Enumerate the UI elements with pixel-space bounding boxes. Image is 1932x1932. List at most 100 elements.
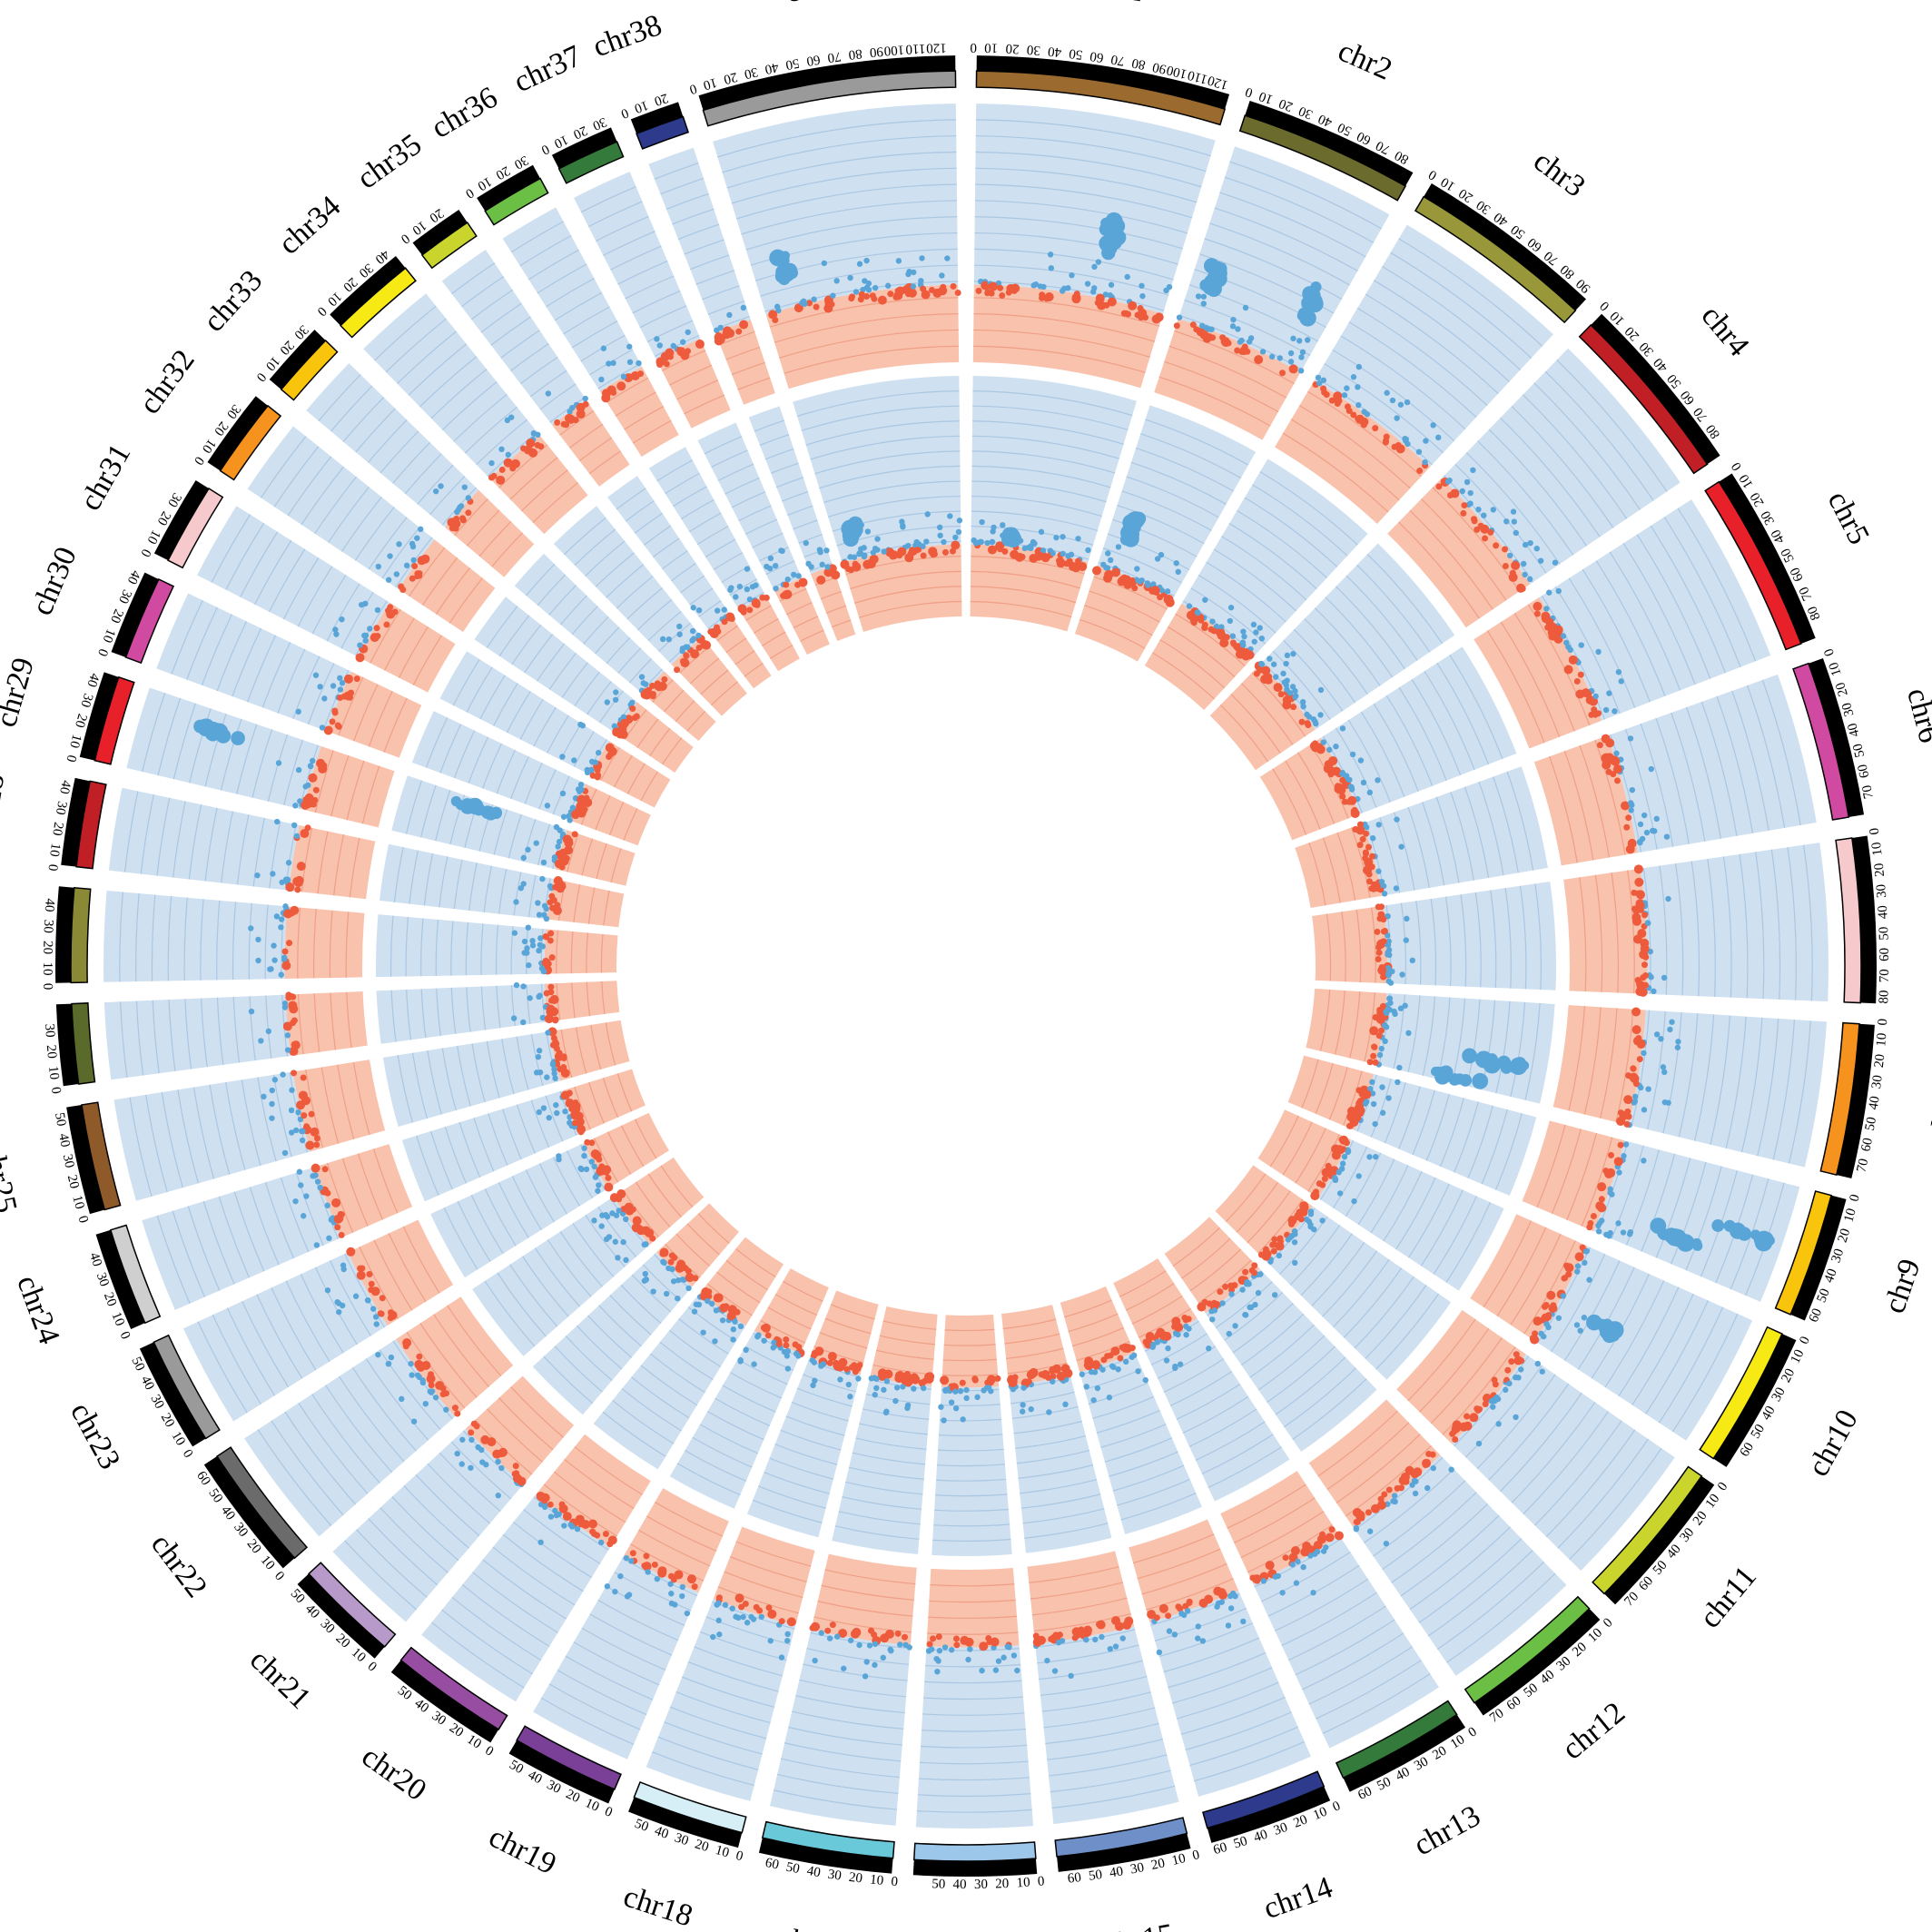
track-gridline [248, 902, 252, 980]
track-gridline [510, 343, 549, 371]
snp-point [604, 1182, 614, 1192]
track-gridline [1690, 861, 1700, 997]
snp-point [869, 292, 876, 300]
snp-point [1050, 1378, 1056, 1385]
track-gridline [665, 472, 700, 495]
snp-point [554, 859, 564, 869]
snp-point [417, 556, 427, 566]
snp-point [746, 606, 754, 614]
track-gridline [586, 681, 612, 715]
track-gridline [801, 405, 960, 431]
track-gridline [325, 1385, 393, 1474]
tick-label: 0 [271, 1569, 287, 1583]
snp-point [887, 1646, 893, 1653]
snp-point [317, 1184, 323, 1191]
snp-point [495, 1493, 501, 1499]
track-gridline [1334, 991, 1346, 1055]
snp-point [1374, 928, 1381, 935]
snp-point [281, 1000, 289, 1007]
snp-point [1565, 1271, 1572, 1278]
snp-point [1510, 508, 1517, 515]
track-band-low [1144, 603, 1254, 711]
snp-point [920, 543, 926, 550]
snp-point [1385, 951, 1391, 958]
snp-point [1648, 974, 1654, 981]
track-gridline [204, 807, 218, 882]
track-gridline [365, 1358, 429, 1441]
snp-point [730, 1336, 736, 1343]
track-gridline [452, 658, 480, 706]
snp-point [649, 690, 656, 697]
snp-point [1341, 1153, 1348, 1160]
track-gridline [1772, 1020, 1796, 1160]
snp-point [984, 539, 991, 547]
track-gridline [705, 538, 736, 558]
track-gridline [972, 390, 1133, 417]
snp-point [562, 834, 572, 844]
snp-point [393, 571, 400, 577]
tick-label: 30 [53, 800, 69, 816]
track-gridline [478, 521, 512, 557]
track-gridline [539, 383, 577, 410]
snp-point [991, 524, 997, 531]
snp-point [1225, 1622, 1232, 1629]
snp-point [1195, 293, 1202, 300]
snp-point [1405, 440, 1411, 448]
snp-point [1323, 391, 1330, 399]
snp-point [1547, 617, 1554, 625]
snp-point [629, 699, 636, 706]
snp-point [411, 563, 419, 570]
snp-point [1635, 901, 1645, 911]
snp-point [1564, 1263, 1574, 1273]
track-gridline [793, 616, 819, 629]
track-gridline [1746, 685, 1786, 829]
track-gridline [172, 801, 186, 878]
snp-point [265, 1028, 271, 1035]
track-gridline [1311, 1241, 1365, 1306]
track-gridline [295, 1172, 324, 1247]
track-gridline [292, 656, 320, 719]
snp-point [1316, 380, 1323, 387]
track-gridline [638, 1529, 711, 1567]
track-gridline [567, 833, 579, 872]
snp-point [1283, 660, 1289, 667]
snp-point [513, 899, 519, 905]
track-gridline [1006, 1347, 1064, 1360]
track-gridline [1157, 1346, 1217, 1379]
tick-label: 20 [44, 1044, 59, 1059]
track-gridline [805, 420, 960, 446]
snp-point [858, 291, 865, 298]
track-gridline [1556, 360, 1668, 492]
track-gridline [1371, 907, 1376, 983]
track-gridline [754, 618, 779, 634]
chromosome-label-chr33: chr33 [197, 264, 269, 339]
snp-point [1117, 1355, 1124, 1362]
snp-point [1386, 1006, 1393, 1013]
snp-point [1293, 1580, 1300, 1586]
track-gridline [372, 1148, 399, 1214]
peak-point [1303, 291, 1321, 309]
snp-point [691, 1308, 698, 1315]
chromosome-label-chr21: chr21 [243, 1643, 317, 1716]
tick-label: 10 [984, 40, 999, 55]
snp-point [1632, 1036, 1642, 1046]
snp-point [904, 553, 914, 563]
track-gridline [927, 1631, 1019, 1635]
snp-point [1021, 545, 1028, 552]
snp-point [744, 566, 751, 572]
track-gridline [370, 608, 401, 664]
track-gridline [717, 119, 957, 158]
track-gridline [397, 330, 457, 385]
peak-point [1711, 1219, 1725, 1232]
snp-point [941, 538, 947, 546]
track-gridline [1541, 595, 1606, 720]
track-gridline [1627, 870, 1635, 994]
chromosome-label-chrx: chrx [784, 0, 843, 9]
track-gridline [590, 1024, 602, 1070]
snp-point [826, 1359, 833, 1366]
track-gridline [251, 729, 273, 798]
snp-point [1134, 311, 1141, 319]
tick-label: 80 [1130, 55, 1147, 73]
track-gridline [819, 465, 961, 489]
snp-point [809, 1357, 816, 1364]
